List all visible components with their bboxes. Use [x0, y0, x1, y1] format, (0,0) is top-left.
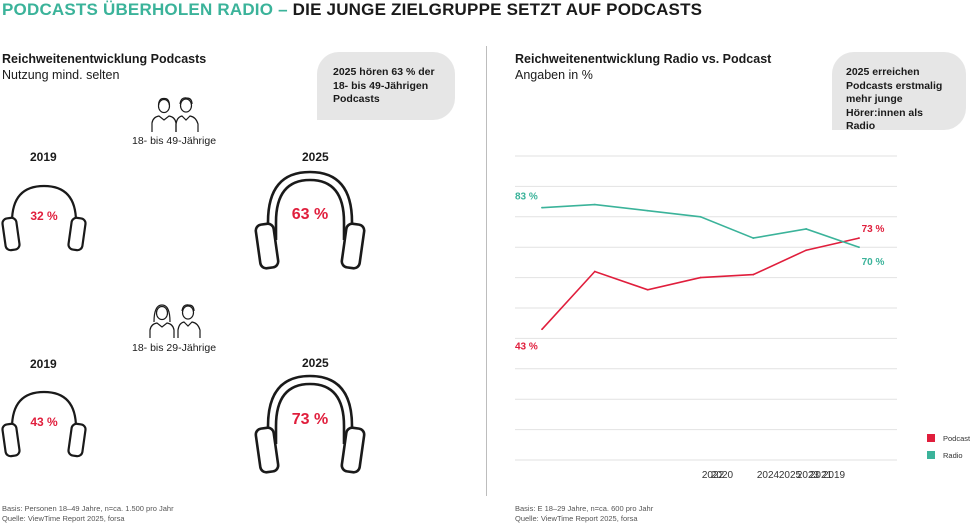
right-footnote-basis: Basis: E 18–29 Jahre, n=ca. 600 pro Jahr — [515, 504, 653, 514]
data-point-podcast — [805, 249, 807, 251]
legend-label-podcast: Podcast — [943, 434, 970, 443]
right-callout: 2025 erreichen Podcasts erstmalig mehr j… — [832, 52, 966, 130]
data-point-podcast — [858, 237, 860, 239]
year-2019-a: 2019 — [30, 150, 57, 164]
data-point-podcast — [594, 271, 596, 273]
left-callout: 2025 hören 63 % der 18- bis 49-Jährigen … — [317, 52, 455, 120]
value-2025-a: 63 % — [254, 206, 366, 224]
left-footnote: Basis: Personen 18–49 Jahre, n=ca. 1.500… — [2, 504, 174, 523]
left-footnote-basis: Basis: Personen 18–49 Jahre, n=ca. 1.500… — [2, 504, 174, 514]
data-point-radio — [752, 237, 754, 239]
left-subheading: Nutzung mind. selten — [2, 68, 119, 82]
legend-podcast: Podcast — [927, 434, 970, 443]
page-title: Podcasts überholen Radio – Die junge Zie… — [2, 0, 702, 20]
value-2019-b: 43 % — [0, 415, 88, 429]
data-point-podcast — [541, 328, 543, 330]
legend-radio: Radio — [927, 451, 963, 460]
legend-swatch-podcast — [927, 434, 935, 442]
data-point-radio — [647, 210, 649, 212]
right-footnote: Basis: E 18–29 Jahre, n=ca. 600 pro Jahr… — [515, 504, 653, 523]
year-2025-a: 2025 — [302, 150, 329, 164]
data-point-podcast — [700, 277, 702, 279]
data-label-last-podcast: 73 % — [862, 224, 885, 235]
data-point-podcast — [647, 289, 649, 291]
x-tick-label: 2020 — [711, 470, 734, 481]
value-2019-a: 32 % — [0, 209, 88, 223]
group-label-18-49: 18- bis 49-Jährige — [132, 135, 216, 147]
right-subheading: Angaben in % — [515, 68, 593, 82]
value-2025-b: 73 % — [254, 411, 366, 429]
legend-label-radio: Radio — [943, 451, 963, 460]
data-point-radio — [858, 246, 860, 248]
data-label-last-radio: 70 % — [862, 257, 885, 268]
data-point-radio — [700, 216, 702, 218]
data-point-radio — [541, 207, 543, 209]
data-point-radio — [594, 204, 596, 206]
title-main: Die junge Zielgruppe setzt auf Podcasts — [293, 0, 703, 19]
group-label-18-29: 18- bis 29-Jährige — [132, 342, 216, 354]
data-label-first-radio: 83 % — [515, 192, 538, 203]
title-accent: Podcasts überholen Radio – — [2, 0, 288, 19]
series-line-podcast — [542, 238, 859, 329]
left-footnote-source: Quelle: ViewTime Report 2025, forsa — [2, 514, 174, 523]
left-heading: Reichweitenentwicklung Podcasts — [2, 52, 206, 66]
right-footnote-source: Quelle: ViewTime Report 2025, forsa — [515, 514, 653, 523]
data-label-first-podcast: 43 % — [515, 341, 538, 352]
legend-swatch-radio — [927, 451, 935, 459]
series-line-radio — [542, 205, 859, 248]
x-tick-label: 2019 — [823, 470, 846, 481]
data-point-podcast — [752, 274, 754, 276]
people-adults-icon — [150, 96, 202, 134]
year-2019-b: 2019 — [30, 357, 57, 371]
data-point-radio — [805, 228, 807, 230]
right-heading: Reichweitenentwicklung Radio vs. Podcast — [515, 52, 771, 66]
people-young-icon — [148, 302, 204, 340]
x-tick-label: 2024 — [757, 470, 780, 481]
panel-divider — [486, 46, 487, 496]
